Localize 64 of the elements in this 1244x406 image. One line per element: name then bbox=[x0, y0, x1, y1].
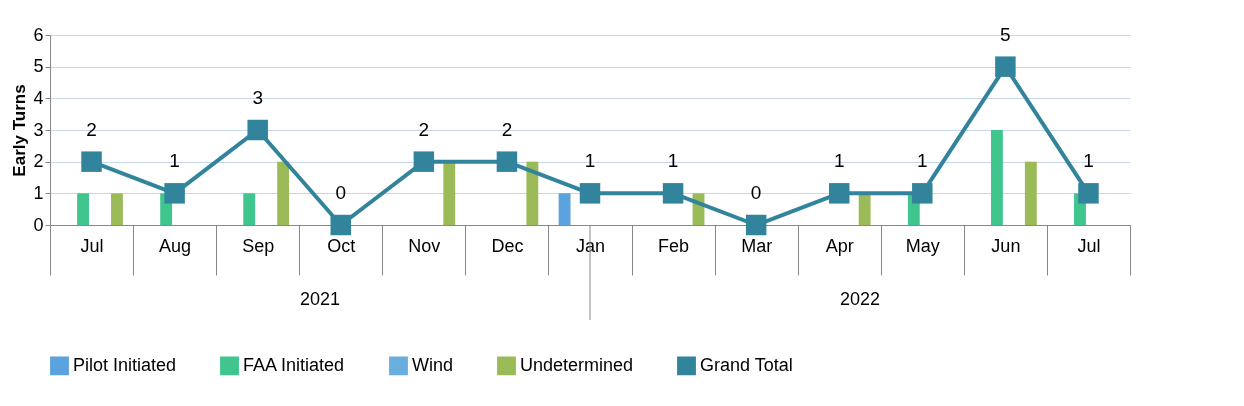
data-label: 3 bbox=[252, 87, 263, 108]
y-tick-label: 3 bbox=[33, 119, 44, 140]
y-tick-label: 2 bbox=[33, 151, 44, 172]
data-label: 0 bbox=[335, 182, 347, 203]
bar bbox=[526, 161, 539, 225]
point bbox=[828, 183, 850, 204]
x-tick-label: Jan bbox=[575, 235, 606, 256]
data-label: 1 bbox=[584, 150, 596, 172]
bar bbox=[558, 193, 571, 225]
bar bbox=[443, 161, 456, 225]
legend-label: FAA Initiated bbox=[243, 354, 345, 375]
x-tick-label: Feb bbox=[658, 235, 690, 256]
data-label: 1 bbox=[667, 150, 679, 172]
y-tick-label: 1 bbox=[33, 182, 44, 203]
data-label: 1 bbox=[917, 150, 928, 172]
bar bbox=[243, 193, 256, 225]
legend-label: Grand Total bbox=[700, 354, 793, 375]
data-label: 2 bbox=[418, 118, 430, 140]
x-tick-label: Oct bbox=[327, 235, 356, 256]
point bbox=[81, 151, 102, 172]
legend-label: Wind bbox=[412, 354, 454, 375]
x-tick-label: Jul bbox=[1077, 235, 1101, 256]
data-label: 5 bbox=[1000, 23, 1011, 45]
data-label: 1 bbox=[169, 150, 180, 172]
text: 2021 bbox=[299, 289, 341, 309]
point bbox=[579, 183, 601, 204]
point bbox=[662, 183, 684, 204]
text: 2022 bbox=[839, 289, 881, 309]
point bbox=[995, 56, 1016, 77]
data-label: 0 bbox=[750, 182, 762, 203]
point bbox=[745, 214, 767, 236]
y-tick-label: 6 bbox=[33, 24, 44, 45]
x-tick-label: May bbox=[905, 235, 940, 256]
y-tick-label: 5 bbox=[33, 56, 44, 77]
legend-label: Undetermined bbox=[520, 354, 634, 375]
x-tick-label: Aug bbox=[159, 235, 192, 256]
x-tick-label: Nov bbox=[408, 235, 441, 256]
bar bbox=[111, 193, 123, 225]
point bbox=[247, 119, 268, 141]
x-tick-label: Sep bbox=[242, 235, 275, 256]
bar bbox=[77, 193, 89, 225]
data-label: 2 bbox=[501, 118, 513, 140]
y-tick-label: 0 bbox=[33, 214, 44, 235]
point bbox=[496, 151, 518, 172]
bar bbox=[990, 130, 1003, 225]
point bbox=[1078, 183, 1099, 204]
bar bbox=[277, 161, 290, 225]
y-tick-label: 4 bbox=[33, 87, 44, 108]
x-tick-label: Apr bbox=[825, 235, 854, 256]
x-tick-label: Mar bbox=[741, 235, 773, 256]
x-tick-label: Jul bbox=[80, 235, 104, 256]
x-tick-label: Jun bbox=[991, 235, 1021, 256]
point bbox=[912, 183, 933, 204]
bar bbox=[1024, 161, 1037, 225]
x-tick-label: Dec bbox=[491, 235, 524, 256]
data-label: 2 bbox=[86, 118, 97, 140]
legend-label: Pilot Initiated bbox=[73, 354, 177, 375]
y-axis-title: Early Turns bbox=[10, 84, 30, 177]
bar bbox=[858, 193, 871, 225]
point bbox=[164, 183, 185, 204]
point bbox=[413, 151, 435, 172]
point bbox=[330, 214, 352, 236]
data-label: 1 bbox=[833, 150, 845, 172]
data-label: 1 bbox=[1083, 150, 1094, 172]
